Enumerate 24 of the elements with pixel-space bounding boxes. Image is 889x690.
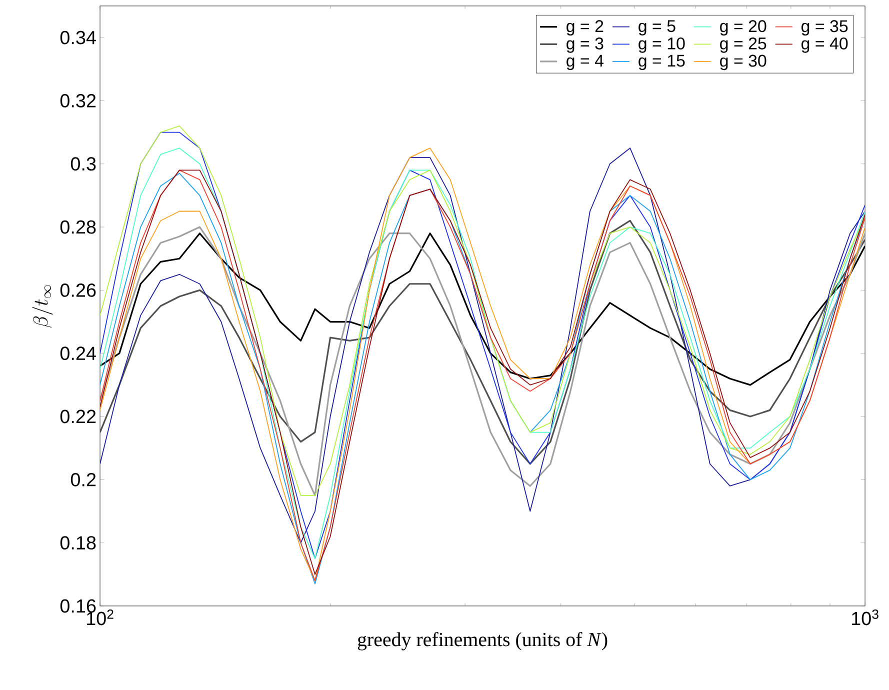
legend-label: g = 40 [802,37,848,53]
legend-label: g = 35 [802,20,848,36]
legend-label: g = 15 [638,54,685,70]
legend-label: g = 2 [566,20,604,36]
y-tick-label: 0.18 [60,536,96,550]
y-tick-label: 0.28 [60,220,96,234]
y-tick-label: 0.22 [60,410,96,424]
legend-label: g = 5 [638,20,676,36]
y-tick-label: 0.3 [70,157,96,171]
legend-label: g = 25 [720,37,766,53]
y-tick-label: 0.16 [60,599,96,613]
legend-label: g = 4 [566,54,604,70]
x-tick-label: 10$^{3}$ [852,610,878,626]
legend-label: g = 20 [720,20,766,36]
y-axis-title: $\beta/t_\infty$ [32,285,53,328]
legend-label: g = 3 [566,37,604,53]
legend-label: g = 30 [720,54,766,70]
legend-label: g = 10 [638,37,685,53]
y-tick-label: 0.24 [60,346,96,360]
y-tick-label: 0.2 [70,472,96,486]
y-tick-label: 0.26 [60,283,96,297]
x-axis-title: greedy refinements (units of N) [358,632,608,650]
y-tick-label: 0.32 [60,94,96,108]
y-tick-label: 0.34 [60,30,96,44]
